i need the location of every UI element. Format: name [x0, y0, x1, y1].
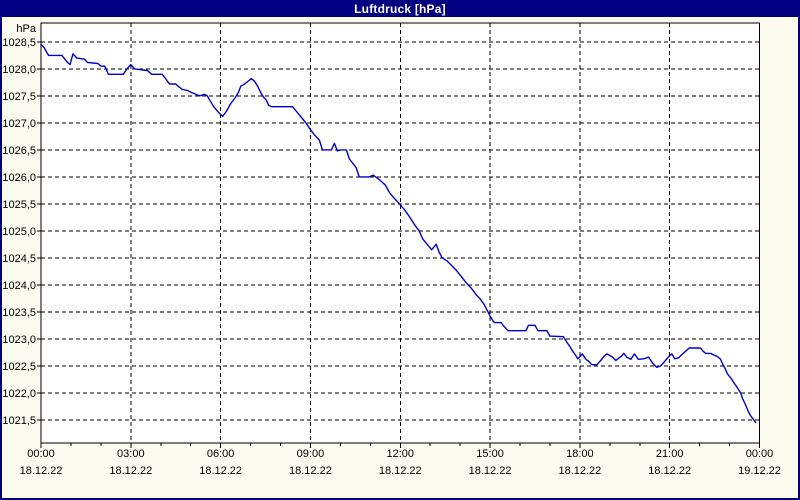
x-tick-time: 03:00: [117, 448, 145, 460]
x-tick-date: 18.12.22: [109, 465, 152, 477]
y-tick-label: 1026,5: [2, 145, 36, 157]
x-tick-time: 15:00: [476, 448, 504, 460]
x-tick-date: 18.12.22: [199, 465, 242, 477]
y-tick-label: 1028,5: [2, 37, 36, 49]
y-tick-label: 1024,5: [2, 253, 36, 265]
y-tick-label: 1027,5: [2, 91, 36, 103]
plot-border: [40, 22, 760, 444]
y-tick-label: 1026,0: [2, 172, 36, 184]
y-axis-unit-label: hPa: [16, 23, 36, 35]
title-bar[interactable]: Luftdruck [hPa]: [2, 0, 798, 17]
data-series: [40, 43, 757, 424]
y-tick-labels: 1028,5 1028,0 1027,5 1027,0 1026,5 1026,0 1025…: [2, 37, 36, 427]
x-tick-time: 21:00: [656, 448, 684, 460]
y-tick-label: 1023,5: [2, 307, 36, 319]
y-tick-label: 1027,0: [2, 118, 36, 130]
x-tick-labels: 00:00 18.12.22 03:00 18.12.22 06:00 18.12.22 0…: [20, 448, 781, 477]
x-tick-time: 00:00: [27, 448, 55, 460]
x-tick-date: 18.12.22: [379, 465, 422, 477]
x-tick-time: 06:00: [207, 448, 235, 460]
y-tick-label: 1022,0: [2, 388, 36, 400]
x-grid: [130, 23, 671, 443]
y-tick-label: 1024,0: [2, 280, 36, 292]
pressure-chart: 1028,5 1028,0 1027,5 1027,0 1026,5 1026,0 1025…: [2, 22, 781, 477]
x-tick-time: 18:00: [566, 448, 594, 460]
y-tick-label: 1025,0: [2, 226, 36, 238]
x-tick-date: 18.12.22: [20, 465, 63, 477]
y-tick-label: 1022,5: [2, 361, 36, 373]
x-tick-time: 00:00: [746, 448, 774, 460]
y-tick-label: 1021,5: [2, 415, 36, 427]
x-tick-time: 12:00: [386, 448, 414, 460]
y-tick-label: 1028,0: [2, 64, 36, 76]
x-tick-date: 18.12.22: [289, 465, 332, 477]
page-title: Luftdruck [hPa]: [354, 1, 446, 16]
x-tick-date: 18.12.22: [469, 465, 512, 477]
x-tick-time: 09:00: [297, 448, 325, 460]
y-ticks: [37, 41, 41, 421]
y-tick-label: 1023,0: [2, 334, 36, 346]
y-tick-label: 1025,5: [2, 199, 36, 211]
x-tick-date: 18.12.22: [558, 465, 601, 477]
x-tick-date: 18.12.22: [648, 465, 691, 477]
pressure-line: [40, 43, 757, 424]
y-axis-label: hPa: [16, 23, 36, 35]
x-tick-date: 19.12.22: [738, 465, 781, 477]
